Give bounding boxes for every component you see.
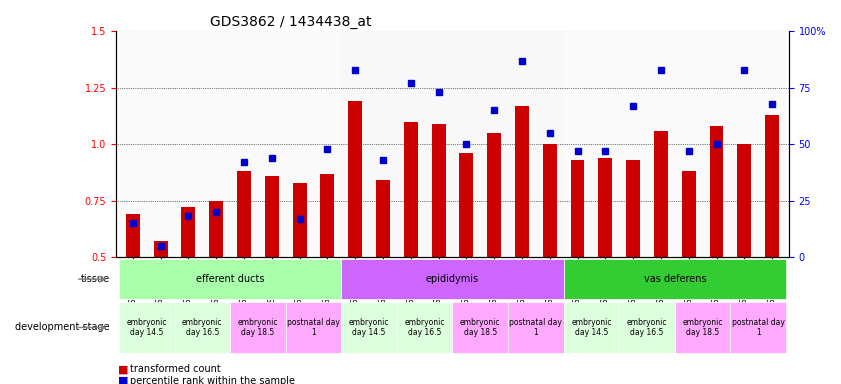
Bar: [209, 200, 223, 257]
FancyBboxPatch shape: [230, 302, 286, 353]
Text: embryonic
day 16.5: embryonic day 16.5: [627, 318, 667, 337]
Text: embryonic
day 14.5: embryonic day 14.5: [126, 318, 167, 337]
Text: embryonic
day 18.5: embryonic day 18.5: [238, 318, 278, 337]
Bar: [738, 144, 751, 257]
Text: development stage: development stage: [15, 323, 109, 333]
FancyBboxPatch shape: [175, 302, 230, 353]
Bar: [341, 31, 563, 257]
Bar: [542, 144, 557, 257]
FancyBboxPatch shape: [341, 302, 397, 353]
Text: embryonic
day 16.5: embryonic day 16.5: [182, 318, 223, 337]
FancyBboxPatch shape: [119, 259, 341, 299]
Bar: [459, 153, 473, 257]
Text: percentile rank within the sample: percentile rank within the sample: [130, 376, 295, 384]
Bar: [515, 106, 529, 257]
Bar: [320, 174, 335, 257]
Bar: [563, 31, 786, 257]
Text: transformed count: transformed count: [130, 364, 221, 374]
Bar: [237, 171, 251, 257]
Bar: [682, 171, 696, 257]
Bar: [182, 207, 195, 257]
Bar: [710, 126, 723, 257]
Bar: [765, 115, 779, 257]
Text: epididymis: epididymis: [426, 274, 479, 284]
FancyBboxPatch shape: [508, 302, 563, 353]
Text: postnatal day
1: postnatal day 1: [510, 318, 563, 337]
Bar: [293, 182, 306, 257]
FancyBboxPatch shape: [452, 302, 508, 353]
Text: tissue: tissue: [80, 274, 109, 284]
Text: GDS3862 / 1434438_at: GDS3862 / 1434438_at: [210, 15, 372, 29]
Text: embryonic
day 16.5: embryonic day 16.5: [405, 318, 445, 337]
FancyBboxPatch shape: [341, 259, 563, 299]
Bar: [119, 31, 341, 257]
Text: ■: ■: [118, 364, 128, 374]
Text: efferent ducts: efferent ducts: [196, 274, 264, 284]
FancyBboxPatch shape: [286, 302, 341, 353]
FancyBboxPatch shape: [563, 302, 619, 353]
Bar: [404, 122, 418, 257]
Text: embryonic
day 14.5: embryonic day 14.5: [349, 318, 389, 337]
Bar: [348, 101, 362, 257]
Bar: [627, 160, 640, 257]
Text: embryonic
day 18.5: embryonic day 18.5: [460, 318, 500, 337]
Bar: [654, 131, 668, 257]
FancyBboxPatch shape: [563, 259, 786, 299]
Text: vas deferens: vas deferens: [643, 274, 706, 284]
Bar: [376, 180, 390, 257]
Bar: [570, 160, 584, 257]
Bar: [431, 124, 446, 257]
FancyBboxPatch shape: [397, 302, 452, 353]
FancyBboxPatch shape: [119, 302, 175, 353]
FancyBboxPatch shape: [731, 302, 786, 353]
Bar: [265, 176, 278, 257]
FancyBboxPatch shape: [674, 302, 731, 353]
Bar: [487, 133, 501, 257]
Text: ■: ■: [118, 376, 128, 384]
Text: embryonic
day 14.5: embryonic day 14.5: [571, 318, 611, 337]
Bar: [154, 241, 167, 257]
Bar: [599, 158, 612, 257]
Text: postnatal day
1: postnatal day 1: [287, 318, 340, 337]
Bar: [126, 214, 140, 257]
Text: embryonic
day 18.5: embryonic day 18.5: [682, 318, 723, 337]
Text: postnatal day
1: postnatal day 1: [732, 318, 785, 337]
FancyBboxPatch shape: [619, 302, 674, 353]
